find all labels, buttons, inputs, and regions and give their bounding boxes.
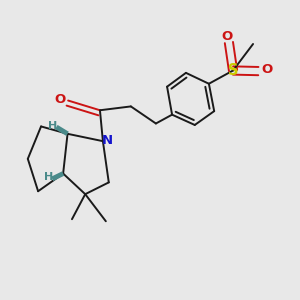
Text: O: O bbox=[222, 30, 233, 43]
Text: H: H bbox=[48, 121, 58, 130]
Text: H: H bbox=[44, 172, 53, 182]
Text: O: O bbox=[261, 63, 272, 76]
Text: N: N bbox=[101, 134, 112, 147]
Text: S: S bbox=[228, 63, 238, 78]
Text: O: O bbox=[55, 93, 66, 106]
